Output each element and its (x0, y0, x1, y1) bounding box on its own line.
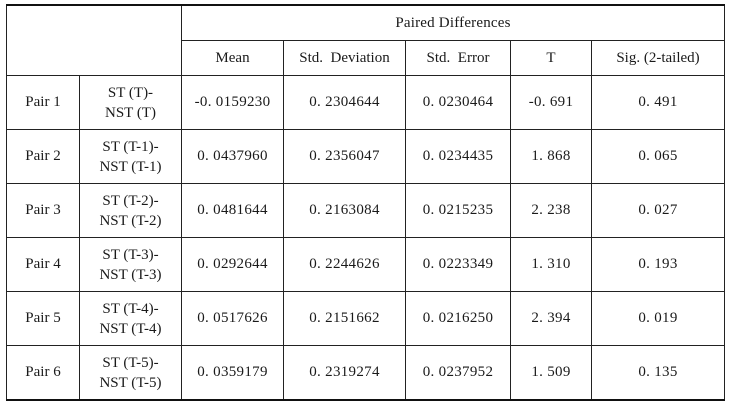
col-header-t: T (510, 40, 592, 76)
header-row-group: Paired Differences (6, 4, 726, 76)
table-row: Pair 6 ST (T-5)- NST (T-5) 0. 0359179 0. … (6, 345, 726, 401)
pair-variables: ST (T)- NST (T) (79, 75, 182, 130)
cell-std-error: 0. 0215235 (405, 183, 511, 238)
pair-var-line2: NST (T-4) (99, 320, 162, 337)
cell-t: 1. 310 (510, 237, 592, 292)
pair-variables: ST (T-3)- NST (T-3) (79, 237, 182, 292)
cell-std-error: 0. 0234435 (405, 129, 511, 184)
cell-mean: -0. 0159230 (181, 75, 284, 130)
cell-mean: 0. 0481644 (181, 183, 284, 238)
paired-samples-table-container: Paired Differences Mean Std. Deviation S… (6, 4, 726, 401)
cell-std-deviation: 0. 2319274 (283, 345, 406, 401)
pair-label: Pair 3 (6, 183, 80, 238)
group-header-paired-differences: Paired Differences (180, 4, 726, 41)
cell-std-error: 0. 0223349 (405, 237, 511, 292)
pair-var-line1: ST (T-3)- (102, 246, 159, 263)
pair-variables: ST (T-1)- NST (T-1) (79, 129, 182, 184)
pair-var-line1: ST (T-2)- (102, 192, 159, 209)
cell-mean: 0. 0437960 (181, 129, 284, 184)
pair-var-line2: NST (T-1) (99, 158, 162, 175)
pair-variables: ST (T-2)- NST (T-2) (79, 183, 182, 238)
pair-var-line1: ST (T-4)- (102, 300, 159, 317)
cell-t: 1. 868 (510, 129, 592, 184)
pair-label: Pair 2 (6, 129, 80, 184)
pair-var-line2: NST (T-2) (99, 212, 162, 229)
cell-std-error: 0. 0216250 (405, 291, 511, 346)
cell-mean: 0. 0292644 (181, 237, 284, 292)
pair-var-line2: NST (T-5) (99, 374, 162, 391)
pair-label: Pair 1 (6, 75, 80, 130)
col-header-std-deviation: Std. Deviation (283, 40, 406, 76)
pair-label: Pair 4 (6, 237, 80, 292)
cell-std-error: 0. 0230464 (405, 75, 511, 130)
cell-std-deviation: 0. 2163084 (283, 183, 406, 238)
col-header-mean: Mean (181, 40, 284, 76)
pair-variables: ST (T-4)- NST (T-4) (79, 291, 182, 346)
table-row: Pair 5 ST (T-4)- NST (T-4) 0. 0517626 0. … (6, 291, 726, 346)
cell-sig: 0. 193 (590, 237, 726, 292)
table-row: Pair 4 ST (T-3)- NST (T-3) 0. 0292644 0. … (6, 237, 726, 292)
pair-var-line1: ST (T-5)- (102, 354, 159, 371)
pair-var-line2: NST (T) (105, 104, 156, 121)
cell-sig: 0. 027 (590, 183, 726, 238)
cell-std-deviation: 0. 2244626 (283, 237, 406, 292)
cell-std-deviation: 0. 2356047 (283, 129, 406, 184)
pair-variables: ST (T-5)- NST (T-5) (79, 345, 182, 401)
col-header-sig: Sig. (2-tailed) (590, 40, 726, 76)
cell-std-deviation: 0. 2151662 (283, 291, 406, 346)
paired-differences-table: Paired Differences Mean Std. Deviation S… (6, 4, 726, 401)
cell-sig: 0. 065 (590, 129, 726, 184)
pair-var-line1: ST (T)- (107, 84, 154, 101)
cell-t: 1. 509 (510, 345, 592, 401)
pair-var-line2: NST (T-3) (99, 266, 162, 283)
table-row: Pair 2 ST (T-1)- NST (T-1) 0. 0437960 0. … (6, 129, 726, 184)
cell-t: -0. 691 (510, 75, 592, 130)
header-corner-cell (6, 4, 182, 76)
table-row: Pair 3 ST (T-2)- NST (T-2) 0. 0481644 0. … (6, 183, 726, 238)
cell-sig: 0. 019 (590, 291, 726, 346)
pair-var-line1: ST (T-1)- (102, 138, 159, 155)
cell-mean: 0. 0359179 (181, 345, 284, 401)
pair-label: Pair 5 (6, 291, 80, 346)
cell-mean: 0. 0517626 (181, 291, 284, 346)
cell-std-error: 0. 0237952 (405, 345, 511, 401)
cell-t: 2. 238 (510, 183, 592, 238)
pair-label: Pair 6 (6, 345, 80, 401)
table-row: Pair 1 ST (T)- NST (T) -0. 0159230 0. 230… (6, 75, 726, 130)
cell-sig: 0. 135 (590, 345, 726, 401)
cell-std-deviation: 0. 2304644 (283, 75, 406, 130)
cell-t: 2. 394 (510, 291, 592, 346)
header-row-columns: Mean Std. Deviation Std. Error T Sig. (2… (7, 40, 726, 76)
cell-sig: 0. 491 (590, 75, 726, 130)
col-header-std-error: Std. Error (405, 40, 511, 76)
